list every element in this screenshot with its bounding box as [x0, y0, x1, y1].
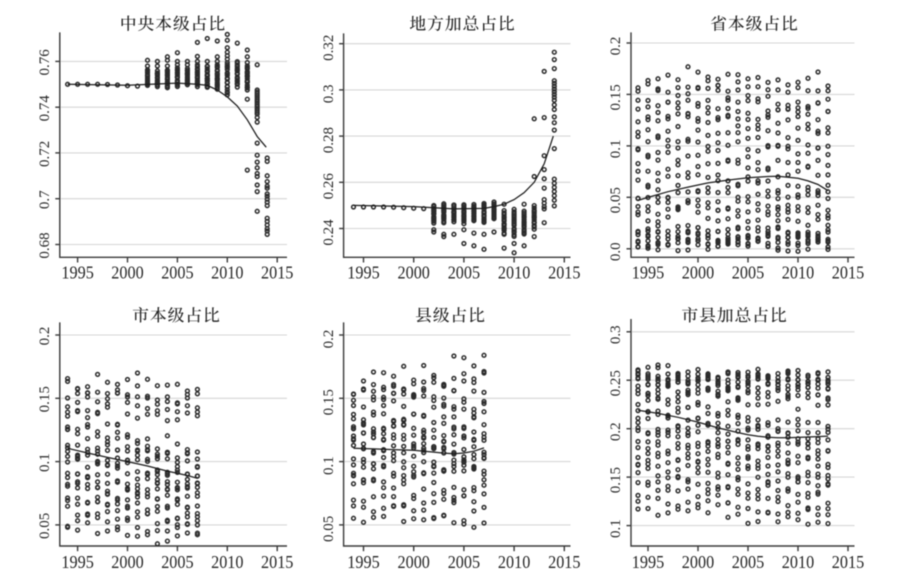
svg-text:0.24: 0.24: [321, 219, 337, 246]
svg-text:0.1: 0.1: [608, 519, 624, 538]
svg-text:2010: 2010: [498, 263, 530, 283]
svg-text:0.26: 0.26: [321, 173, 337, 200]
svg-text:0.3: 0.3: [321, 85, 337, 104]
svg-text:1995: 1995: [61, 263, 93, 283]
svg-text:2010: 2010: [498, 552, 530, 572]
svg-text:2015: 2015: [832, 263, 864, 283]
svg-text:0.2: 0.2: [37, 327, 53, 346]
svg-text:0.1: 0.1: [608, 140, 624, 159]
svg-text:0.3: 0.3: [608, 325, 624, 344]
svg-text:2010: 2010: [782, 263, 814, 283]
svg-text:0.15: 0.15: [608, 84, 624, 110]
svg-text:2000: 2000: [111, 263, 143, 283]
svg-text:0.68: 0.68: [37, 232, 53, 258]
svg-text:0.72: 0.72: [37, 141, 53, 167]
svg-text:0.15: 0.15: [608, 467, 624, 493]
svg-text:2000: 2000: [682, 552, 714, 572]
svg-text:0.05: 0.05: [37, 513, 53, 539]
svg-text:0.2: 0.2: [321, 330, 337, 349]
svg-text:2000: 2000: [682, 263, 714, 283]
svg-text:2015: 2015: [261, 552, 293, 572]
svg-text:0.2: 0.2: [608, 422, 624, 441]
svg-text:2000: 2000: [398, 263, 430, 283]
svg-text:1995: 1995: [632, 263, 664, 283]
svg-text:0.25: 0.25: [608, 370, 624, 396]
svg-text:2005: 2005: [448, 552, 480, 572]
svg-text:0.0: 0.0: [608, 242, 624, 261]
svg-text:2005: 2005: [448, 263, 480, 283]
svg-text:0.1: 0.1: [321, 456, 337, 475]
svg-text:0.05: 0.05: [321, 516, 337, 542]
svg-text:2010: 2010: [782, 552, 814, 572]
svg-text:1995: 1995: [347, 263, 379, 283]
svg-text:2000: 2000: [398, 552, 430, 572]
svg-text:1995: 1995: [61, 552, 93, 572]
svg-text:2010: 2010: [211, 552, 243, 572]
svg-text:2005: 2005: [732, 263, 764, 283]
svg-text:2010: 2010: [211, 263, 243, 283]
svg-text:0.2: 0.2: [608, 37, 624, 56]
svg-text:0.1: 0.1: [37, 453, 53, 472]
svg-text:2000: 2000: [111, 552, 143, 572]
svg-text:2005: 2005: [161, 552, 193, 572]
svg-text:2015: 2015: [832, 552, 864, 572]
svg-text:0.05: 0.05: [608, 187, 624, 213]
svg-text:2015: 2015: [548, 263, 580, 283]
svg-text:2005: 2005: [732, 552, 764, 572]
svg-text:0.74: 0.74: [37, 95, 53, 122]
svg-text:0.76: 0.76: [37, 49, 53, 76]
svg-text:2015: 2015: [548, 552, 580, 572]
svg-text:1995: 1995: [632, 552, 664, 572]
svg-text:0.15: 0.15: [321, 389, 337, 415]
svg-text:0.28: 0.28: [321, 127, 337, 153]
svg-text:2005: 2005: [161, 263, 193, 283]
svg-text:1995: 1995: [347, 552, 379, 572]
svg-text:0.32: 0.32: [321, 35, 337, 61]
svg-text:0.7: 0.7: [37, 190, 53, 209]
svg-text:0.15: 0.15: [37, 386, 53, 412]
svg-text:2015: 2015: [261, 263, 293, 283]
